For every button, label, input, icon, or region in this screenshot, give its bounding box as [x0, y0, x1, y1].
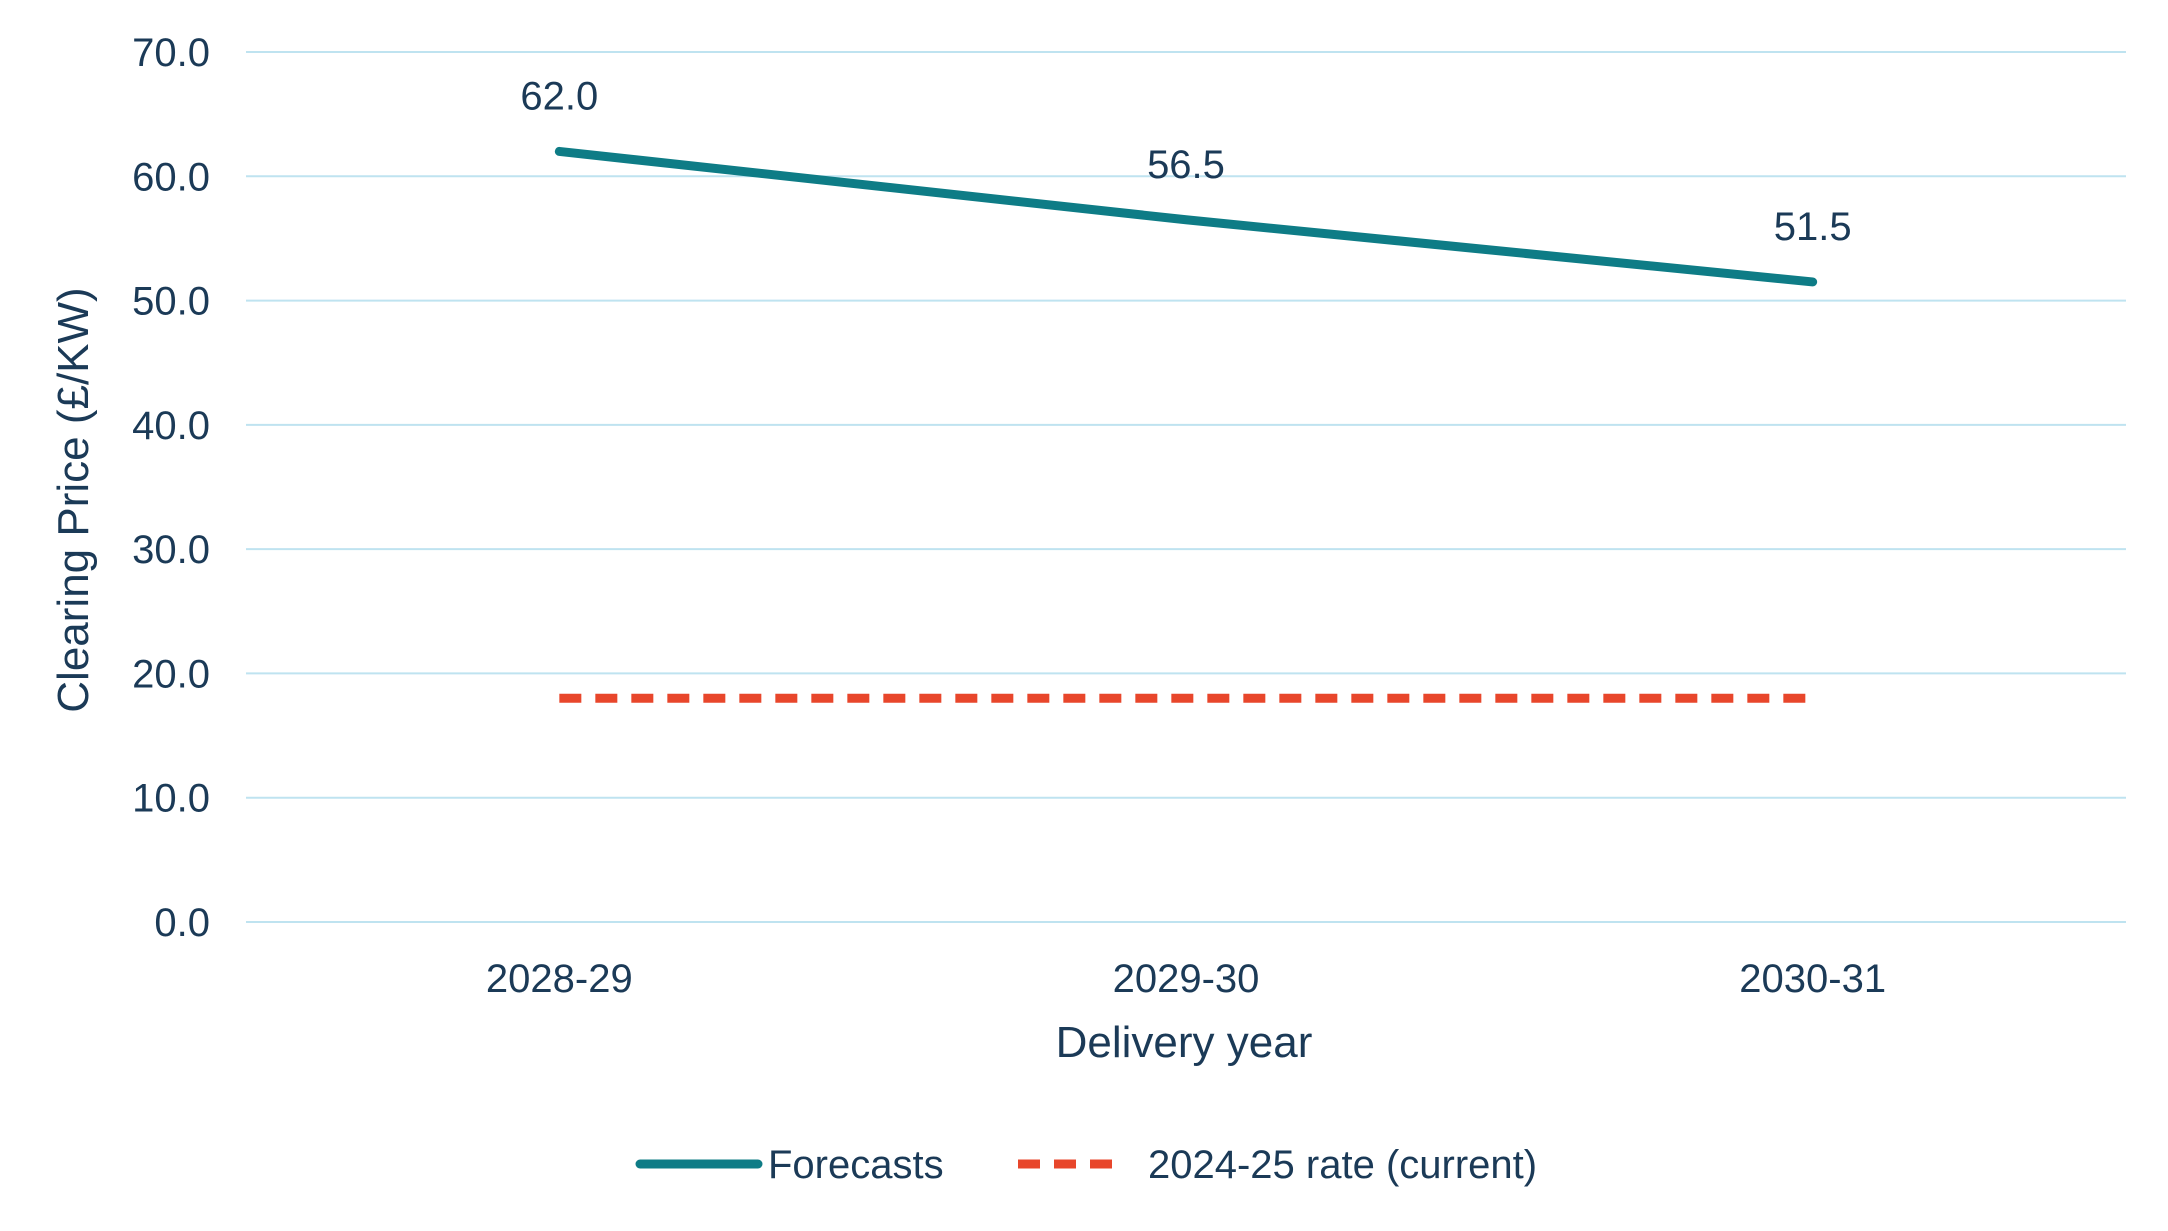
- x-axis-ticks: 2028-29 2029-30 2030-31: [486, 957, 1886, 1001]
- legend: Forecasts 2024-25 rate (current): [635, 1143, 1537, 1187]
- y-tick-label: 30.0: [132, 528, 210, 572]
- y-axis-ticks: 0.0 10.0 20.0 30.0 40.0 50.0 60.0 70.0: [132, 31, 210, 945]
- y-tick-label: 50.0: [132, 280, 210, 324]
- y-tick-label: 60.0: [132, 155, 210, 199]
- x-tick-label: 2030-31: [1739, 957, 1886, 1001]
- y-tick-label: 70.0: [132, 31, 210, 75]
- gridlines: [246, 51, 2126, 923]
- data-label: 62.0: [520, 74, 598, 118]
- data-label: 51.5: [1774, 205, 1852, 249]
- legend-label-forecasts: Forecasts: [768, 1143, 944, 1187]
- y-axis-title: Clearing Price (£/KW): [49, 287, 98, 712]
- y-tick-label: 40.0: [132, 404, 210, 448]
- x-tick-label: 2029-30: [1113, 957, 1260, 1001]
- data-labels: 62.0 56.5 51.5: [520, 74, 1851, 249]
- y-tick-label: 0.0: [154, 901, 210, 945]
- legend-label-current-rate: 2024-25 rate (current): [1148, 1143, 1537, 1187]
- x-axis-title: Delivery year: [1056, 1018, 1313, 1067]
- y-tick-label: 10.0: [132, 777, 210, 821]
- y-tick-label: 20.0: [132, 652, 210, 696]
- x-tick-label: 2028-29: [486, 957, 633, 1001]
- series-line-forecasts: [554, 146, 1818, 287]
- data-label: 56.5: [1147, 143, 1225, 187]
- series: [554, 146, 1818, 703]
